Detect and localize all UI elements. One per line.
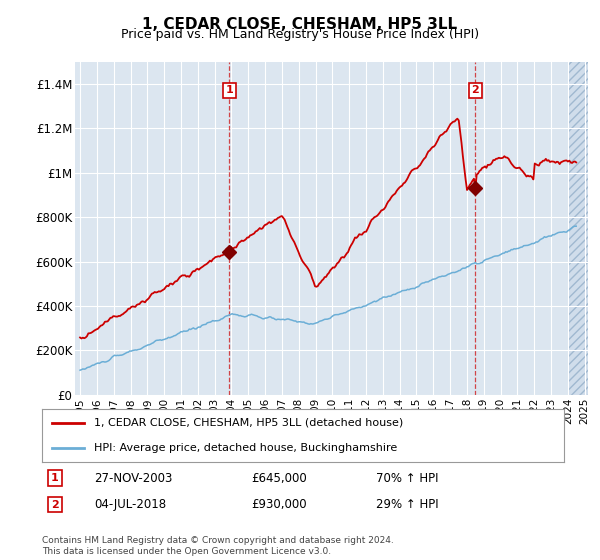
- Text: 29% ↑ HPI: 29% ↑ HPI: [376, 498, 439, 511]
- Text: 27-NOV-2003: 27-NOV-2003: [94, 472, 173, 484]
- Text: HPI: Average price, detached house, Buckinghamshire: HPI: Average price, detached house, Buck…: [94, 443, 397, 453]
- Text: 2: 2: [472, 86, 479, 95]
- Text: 04-JUL-2018: 04-JUL-2018: [94, 498, 166, 511]
- Text: Price paid vs. HM Land Registry's House Price Index (HPI): Price paid vs. HM Land Registry's House …: [121, 28, 479, 41]
- Text: 1, CEDAR CLOSE, CHESHAM, HP5 3LL: 1, CEDAR CLOSE, CHESHAM, HP5 3LL: [142, 17, 458, 32]
- Text: 70% ↑ HPI: 70% ↑ HPI: [376, 472, 439, 484]
- Text: £930,000: £930,000: [251, 498, 307, 511]
- Bar: [569, 62, 588, 395]
- Text: 1: 1: [51, 473, 59, 483]
- Text: Contains HM Land Registry data © Crown copyright and database right 2024.
This d: Contains HM Land Registry data © Crown c…: [42, 536, 394, 556]
- Text: £645,000: £645,000: [251, 472, 307, 484]
- Text: 1, CEDAR CLOSE, CHESHAM, HP5 3LL (detached house): 1, CEDAR CLOSE, CHESHAM, HP5 3LL (detach…: [94, 418, 403, 428]
- Bar: [569, 62, 588, 395]
- Text: 1: 1: [226, 86, 233, 95]
- Text: 2: 2: [51, 500, 59, 510]
